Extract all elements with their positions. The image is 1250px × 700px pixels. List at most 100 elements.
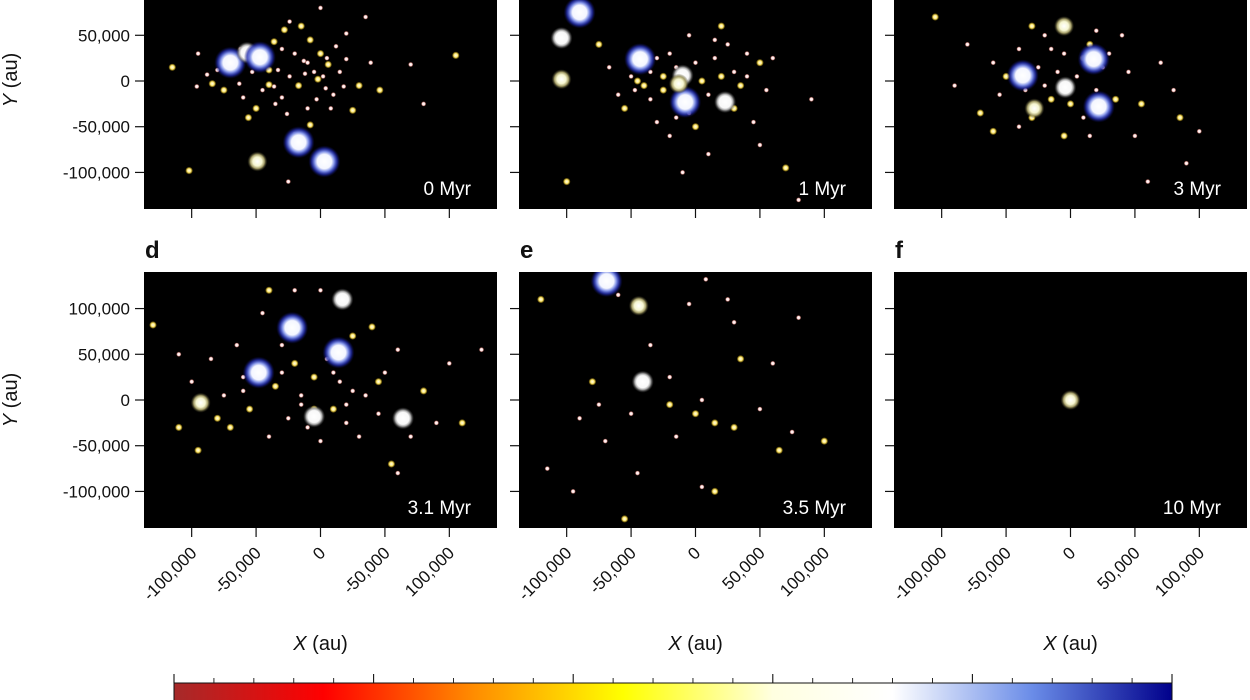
star-point	[434, 420, 439, 426]
y-tick-label: -100,000	[63, 482, 130, 501]
star-point	[204, 72, 210, 77]
star-point	[314, 75, 322, 83]
star-point	[1137, 100, 1145, 108]
star-point	[213, 414, 221, 422]
star-point	[1145, 179, 1151, 185]
x-tick-label: 100,000	[776, 543, 833, 600]
star-point	[648, 342, 653, 348]
star-point	[271, 382, 279, 390]
star-point	[343, 31, 349, 36]
y-tick-label: -50,000	[72, 118, 130, 137]
star-point	[744, 74, 750, 79]
star-point	[595, 40, 603, 49]
star-point	[343, 420, 349, 426]
star-point	[331, 370, 336, 375]
star-point	[279, 46, 285, 52]
star-point	[376, 86, 384, 94]
star-point	[275, 67, 281, 73]
star-point	[711, 487, 719, 495]
star-point	[329, 405, 337, 413]
star-point	[1074, 74, 1080, 79]
star-point	[764, 87, 769, 93]
star-point	[725, 42, 731, 47]
star-point	[1028, 22, 1036, 30]
star-point	[782, 164, 790, 172]
y-axis-label: Y (au)	[0, 53, 22, 107]
y-axis-label: Y (au)	[0, 373, 22, 427]
star-point	[1119, 32, 1125, 38]
star-point	[1042, 83, 1048, 88]
star-point	[680, 170, 685, 175]
star-point	[659, 86, 667, 94]
star-point	[252, 104, 260, 112]
star-point	[310, 373, 318, 381]
bright-star	[1077, 43, 1110, 76]
star-point	[731, 319, 737, 325]
bright-star	[668, 73, 689, 94]
star-point	[632, 87, 638, 93]
star-point	[621, 515, 629, 523]
star-point	[606, 64, 612, 70]
star-point	[563, 178, 571, 186]
star-point	[301, 58, 307, 64]
bright-star	[1054, 16, 1075, 37]
star-point	[368, 323, 376, 331]
star-point	[420, 387, 428, 395]
star-point	[757, 406, 763, 412]
star-point	[195, 51, 201, 56]
star-point	[395, 470, 401, 476]
star-point	[363, 393, 368, 398]
star-point	[757, 142, 763, 148]
star-point	[1066, 100, 1075, 108]
x-tick-label: 0	[684, 543, 704, 563]
star-point	[320, 74, 326, 79]
star-point	[770, 55, 776, 61]
star-point	[1048, 46, 1054, 52]
star-point	[952, 83, 957, 88]
star-point	[355, 82, 363, 90]
star-point	[796, 197, 801, 203]
star-point	[706, 92, 711, 98]
star-point	[234, 342, 240, 348]
bright-star	[624, 43, 657, 76]
star-point	[756, 59, 764, 67]
plot-background	[519, 272, 872, 528]
star-point	[1081, 115, 1086, 120]
star-point	[537, 295, 545, 303]
time-label: 0 Myr	[424, 179, 472, 200]
star-point	[659, 72, 667, 80]
axis-labels: X (au) X (au) X (au) Y (au) Y (au)	[0, 53, 1098, 655]
star-points	[931, 13, 1202, 185]
bright-star	[1054, 76, 1077, 99]
star-point	[305, 60, 310, 66]
star-point	[318, 5, 323, 11]
star-point	[328, 106, 334, 111]
star-point	[725, 297, 731, 302]
bright-star	[628, 295, 649, 316]
star-point	[1158, 60, 1164, 66]
star-point	[421, 101, 426, 107]
bright-star	[282, 126, 315, 159]
star-point	[667, 51, 673, 56]
bright-star	[276, 311, 309, 344]
star-point	[236, 81, 242, 87]
star-point	[376, 411, 381, 417]
bright-star	[243, 41, 276, 74]
star-point	[577, 415, 582, 421]
y-tick-label: 50,000	[78, 345, 130, 364]
star-point	[149, 321, 157, 329]
colorbar	[173, 674, 1173, 700]
star-point	[667, 133, 673, 139]
star-point	[337, 69, 343, 75]
x-tick-label: -100,000	[515, 543, 576, 604]
star-point	[295, 82, 303, 90]
star-point	[479, 347, 484, 353]
star-point	[699, 484, 705, 490]
star-point	[311, 69, 317, 75]
star-point	[226, 423, 234, 431]
star-point	[298, 393, 304, 398]
bright-star	[331, 288, 354, 311]
star-point	[1126, 69, 1131, 75]
star-point	[168, 63, 176, 71]
